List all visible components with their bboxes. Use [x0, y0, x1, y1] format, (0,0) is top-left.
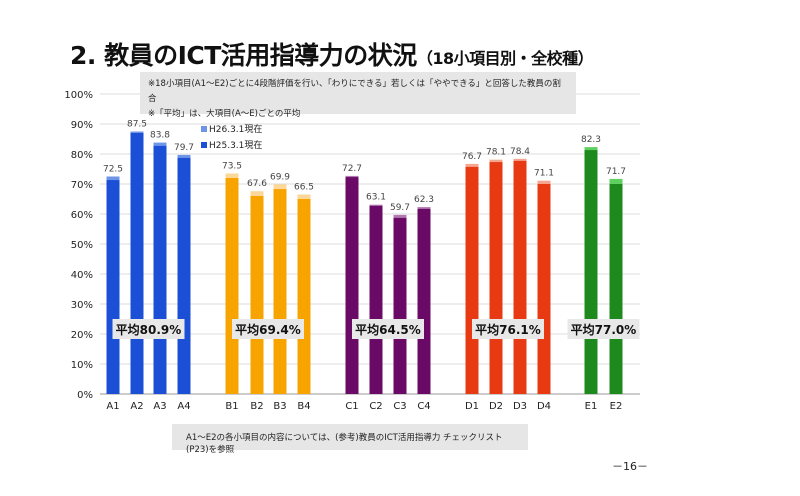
x-tick-label: C4 [417, 401, 430, 412]
data-label: 87.5 [127, 120, 147, 130]
bar-h25 [345, 177, 359, 394]
page-number: －16－ [612, 460, 648, 473]
x-tick-label: E1 [585, 401, 598, 412]
x-tick-label: A1 [106, 401, 119, 412]
x-tick-label: C2 [369, 401, 382, 412]
bar-h25 [106, 180, 120, 394]
x-tick-label: B4 [297, 401, 310, 412]
x-tick-label: D1 [465, 401, 479, 412]
x-tick-label: C3 [393, 401, 406, 412]
data-label: 78.4 [510, 147, 530, 157]
legend-label: H26.3.1現在 [209, 123, 262, 135]
bar-h25 [609, 184, 623, 394]
y-tick-label: 80% [71, 150, 93, 161]
average-box [232, 319, 304, 339]
x-tick-label: E2 [610, 401, 623, 412]
data-label: 67.6 [247, 179, 267, 189]
y-tick-label: 0% [77, 390, 93, 401]
bar-h25 [369, 205, 383, 394]
x-tick-label: B2 [250, 401, 263, 412]
data-label: 66.5 [294, 183, 314, 193]
data-label: 59.7 [390, 203, 410, 213]
data-label: 72.5 [103, 165, 123, 175]
bar-h25 [393, 217, 407, 394]
average-box [352, 319, 424, 339]
y-tick-label: 20% [71, 330, 93, 341]
page-title: 2. 教員のICT活用指導力の状況（18小項目別・全校種） [70, 41, 594, 70]
bar-h25 [153, 145, 167, 394]
legend-label: H25.3.1現在 [209, 139, 262, 151]
x-tick-label: D4 [537, 401, 551, 412]
average-label: 平均80.9% [116, 322, 182, 337]
bar-h25 [513, 160, 527, 394]
bar-h25 [250, 196, 264, 394]
footnote: A1～E2の各小項目の内容については、(参考)教員のICT活用指導力 チェックリ… [172, 424, 528, 455]
average-box [472, 319, 544, 339]
average-label: 平均69.4% [235, 322, 301, 337]
y-tick-label: 70% [71, 180, 93, 191]
x-tick-label: D2 [489, 401, 503, 412]
bar-h25 [273, 189, 287, 394]
note-box: ※18小項目(A1～E2)ごとに4段階評価を行い、「わりにできる」若しくは「やや… [140, 72, 576, 119]
note-line: ※18小項目(A1～E2)ごとに4段階評価を行い、「わりにできる」若しくは「やや… [148, 79, 561, 104]
data-label: 69.9 [270, 172, 290, 182]
data-label: 82.3 [581, 135, 601, 145]
average-box [567, 319, 640, 339]
bar-h25 [417, 208, 431, 394]
bar-h25 [297, 199, 311, 394]
note-line: ※「平均」は、大項目(A～E)ごとの平均 [148, 109, 301, 119]
data-label: 83.8 [150, 131, 170, 141]
data-label: 78.1 [486, 148, 506, 158]
x-tick-label: D3 [513, 401, 527, 412]
data-label: 79.7 [174, 143, 194, 153]
bar-h25 [465, 166, 479, 394]
y-tick-label: 50% [71, 240, 93, 251]
bar-h25 [177, 157, 191, 394]
x-tick-label: C1 [345, 401, 358, 412]
bar-h25 [130, 133, 144, 394]
data-label: 73.5 [222, 162, 242, 172]
average-label: 平均64.5% [355, 322, 421, 337]
legend-swatch [201, 126, 207, 132]
x-tick-label: B1 [225, 401, 238, 412]
data-label: 72.7 [342, 164, 362, 174]
data-label: 63.1 [366, 193, 386, 203]
y-tick-label: 90% [71, 120, 93, 131]
data-label: 71.1 [534, 169, 554, 179]
average-box [112, 319, 185, 339]
y-tick-label: 30% [71, 300, 93, 311]
average-label: 平均77.0% [571, 322, 637, 337]
y-tick-label: 100% [64, 90, 93, 101]
bar-h25 [489, 162, 503, 394]
y-tick-label: 10% [71, 360, 93, 371]
page-subtitle: （18小項目別・全校種） [416, 49, 594, 68]
data-label: 71.7 [606, 167, 626, 177]
y-tick-label: 40% [71, 270, 93, 281]
average-label: 平均76.1% [475, 322, 541, 337]
bar-h25 [584, 150, 598, 394]
x-tick-label: A4 [177, 401, 190, 412]
x-tick-label: A3 [153, 401, 166, 412]
bar-h25 [225, 178, 239, 394]
x-tick-label: A2 [130, 401, 143, 412]
legend-swatch [201, 142, 207, 148]
y-tick-label: 60% [71, 210, 93, 221]
bar-h25 [537, 184, 551, 394]
data-label: 62.3 [414, 195, 434, 205]
data-label: 76.7 [462, 152, 482, 162]
x-tick-label: B3 [273, 401, 286, 412]
